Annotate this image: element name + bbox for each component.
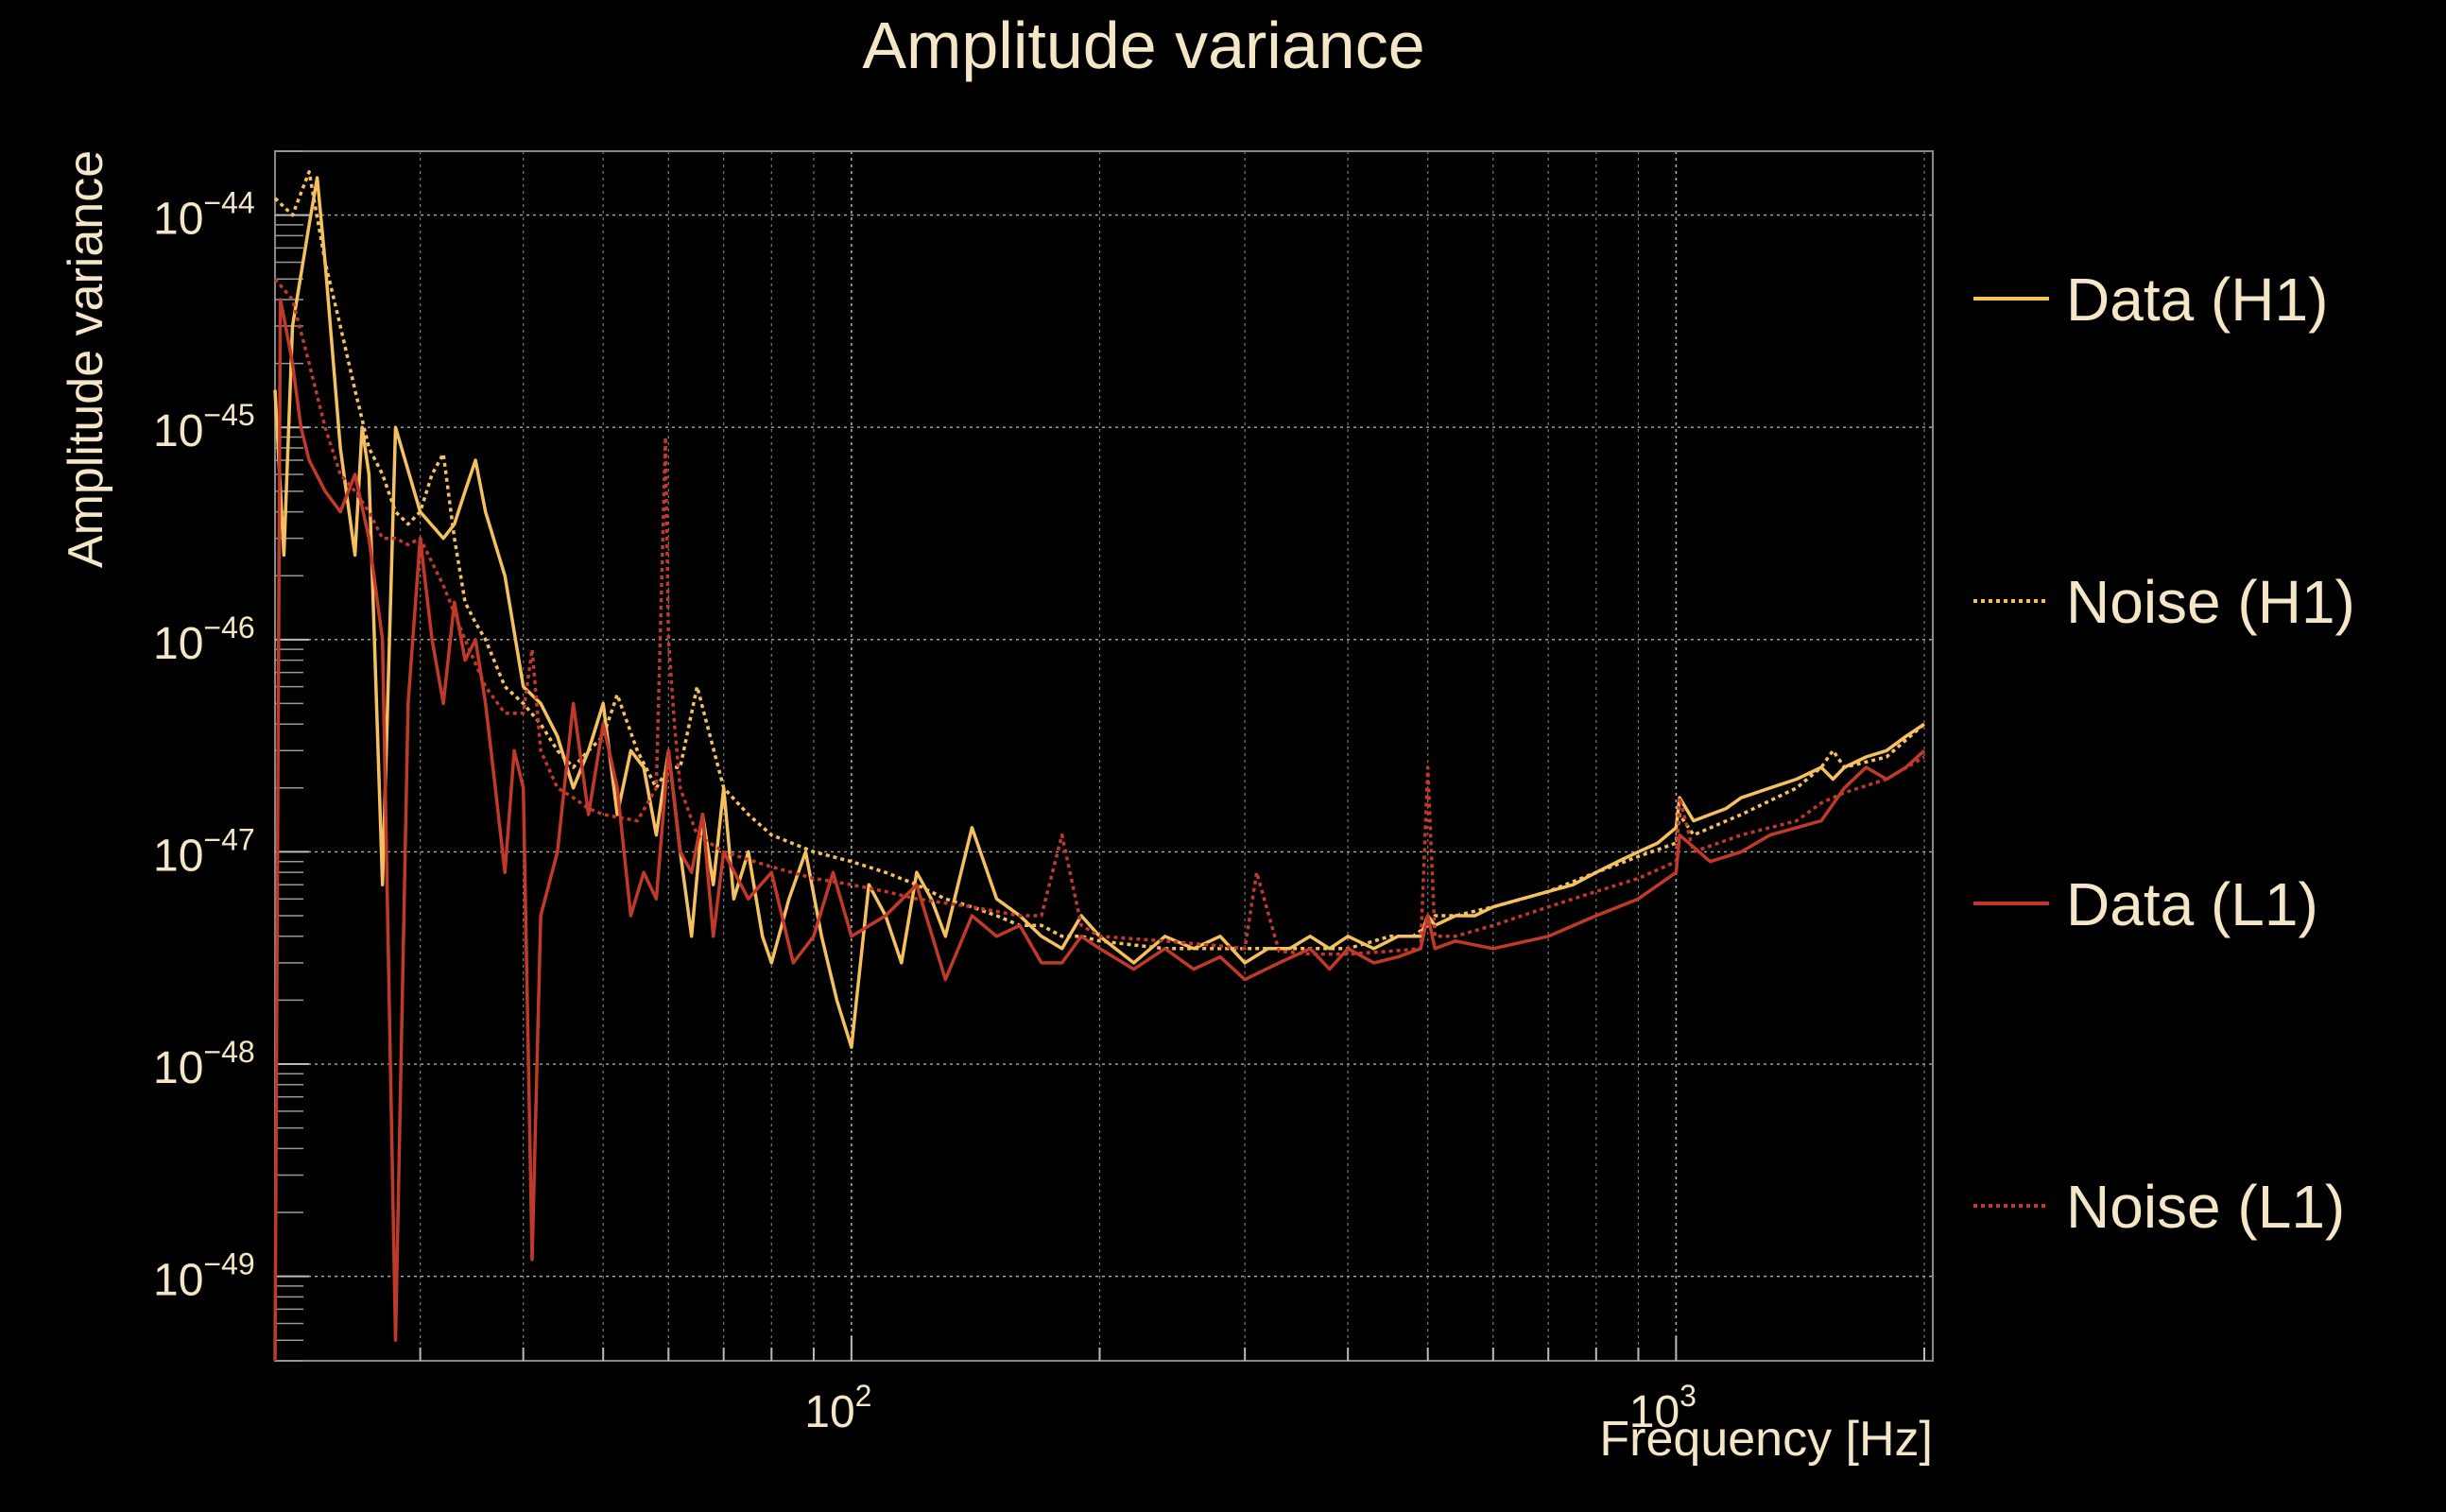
series-line <box>273 278 1925 956</box>
series-line <box>273 170 1926 951</box>
y-axis-label: Amplitude variance <box>59 150 113 568</box>
x-tick-label: 102 <box>804 1379 871 1437</box>
legend-label: Data (L1) <box>2066 870 2318 938</box>
plot-frame <box>274 150 1934 1362</box>
x-tick-label: 103 <box>1629 1379 1697 1437</box>
series-line <box>273 298 1926 1362</box>
series-group <box>273 170 1926 1362</box>
y-tick-label: 10−47 <box>153 822 255 881</box>
legend: Data (H1) Noise (H1) Data (L1) Noise (L1) <box>1973 266 2355 1241</box>
legend-label: Noise (H1) <box>2066 568 2355 636</box>
legend-label: Noise (L1) <box>2066 1173 2345 1241</box>
axis-ticks: 102 103 10−44 10−45 10−46 10−47 10−48 10−49 <box>153 150 1926 1437</box>
y-tick-label: 10−45 <box>153 398 255 456</box>
y-tick-label: 10−48 <box>153 1035 255 1093</box>
y-tick-label: 10−46 <box>153 610 255 669</box>
chart-title: Amplitude variance <box>862 9 1424 82</box>
legend-label: Data (H1) <box>2066 266 2328 334</box>
y-tick-label: 10−44 <box>153 186 255 245</box>
x-axis-label: Frequency [Hz] <box>1599 1412 1933 1467</box>
series-line <box>273 176 1925 1049</box>
y-tick-label: 10−49 <box>153 1247 255 1306</box>
grid <box>274 151 1933 1361</box>
